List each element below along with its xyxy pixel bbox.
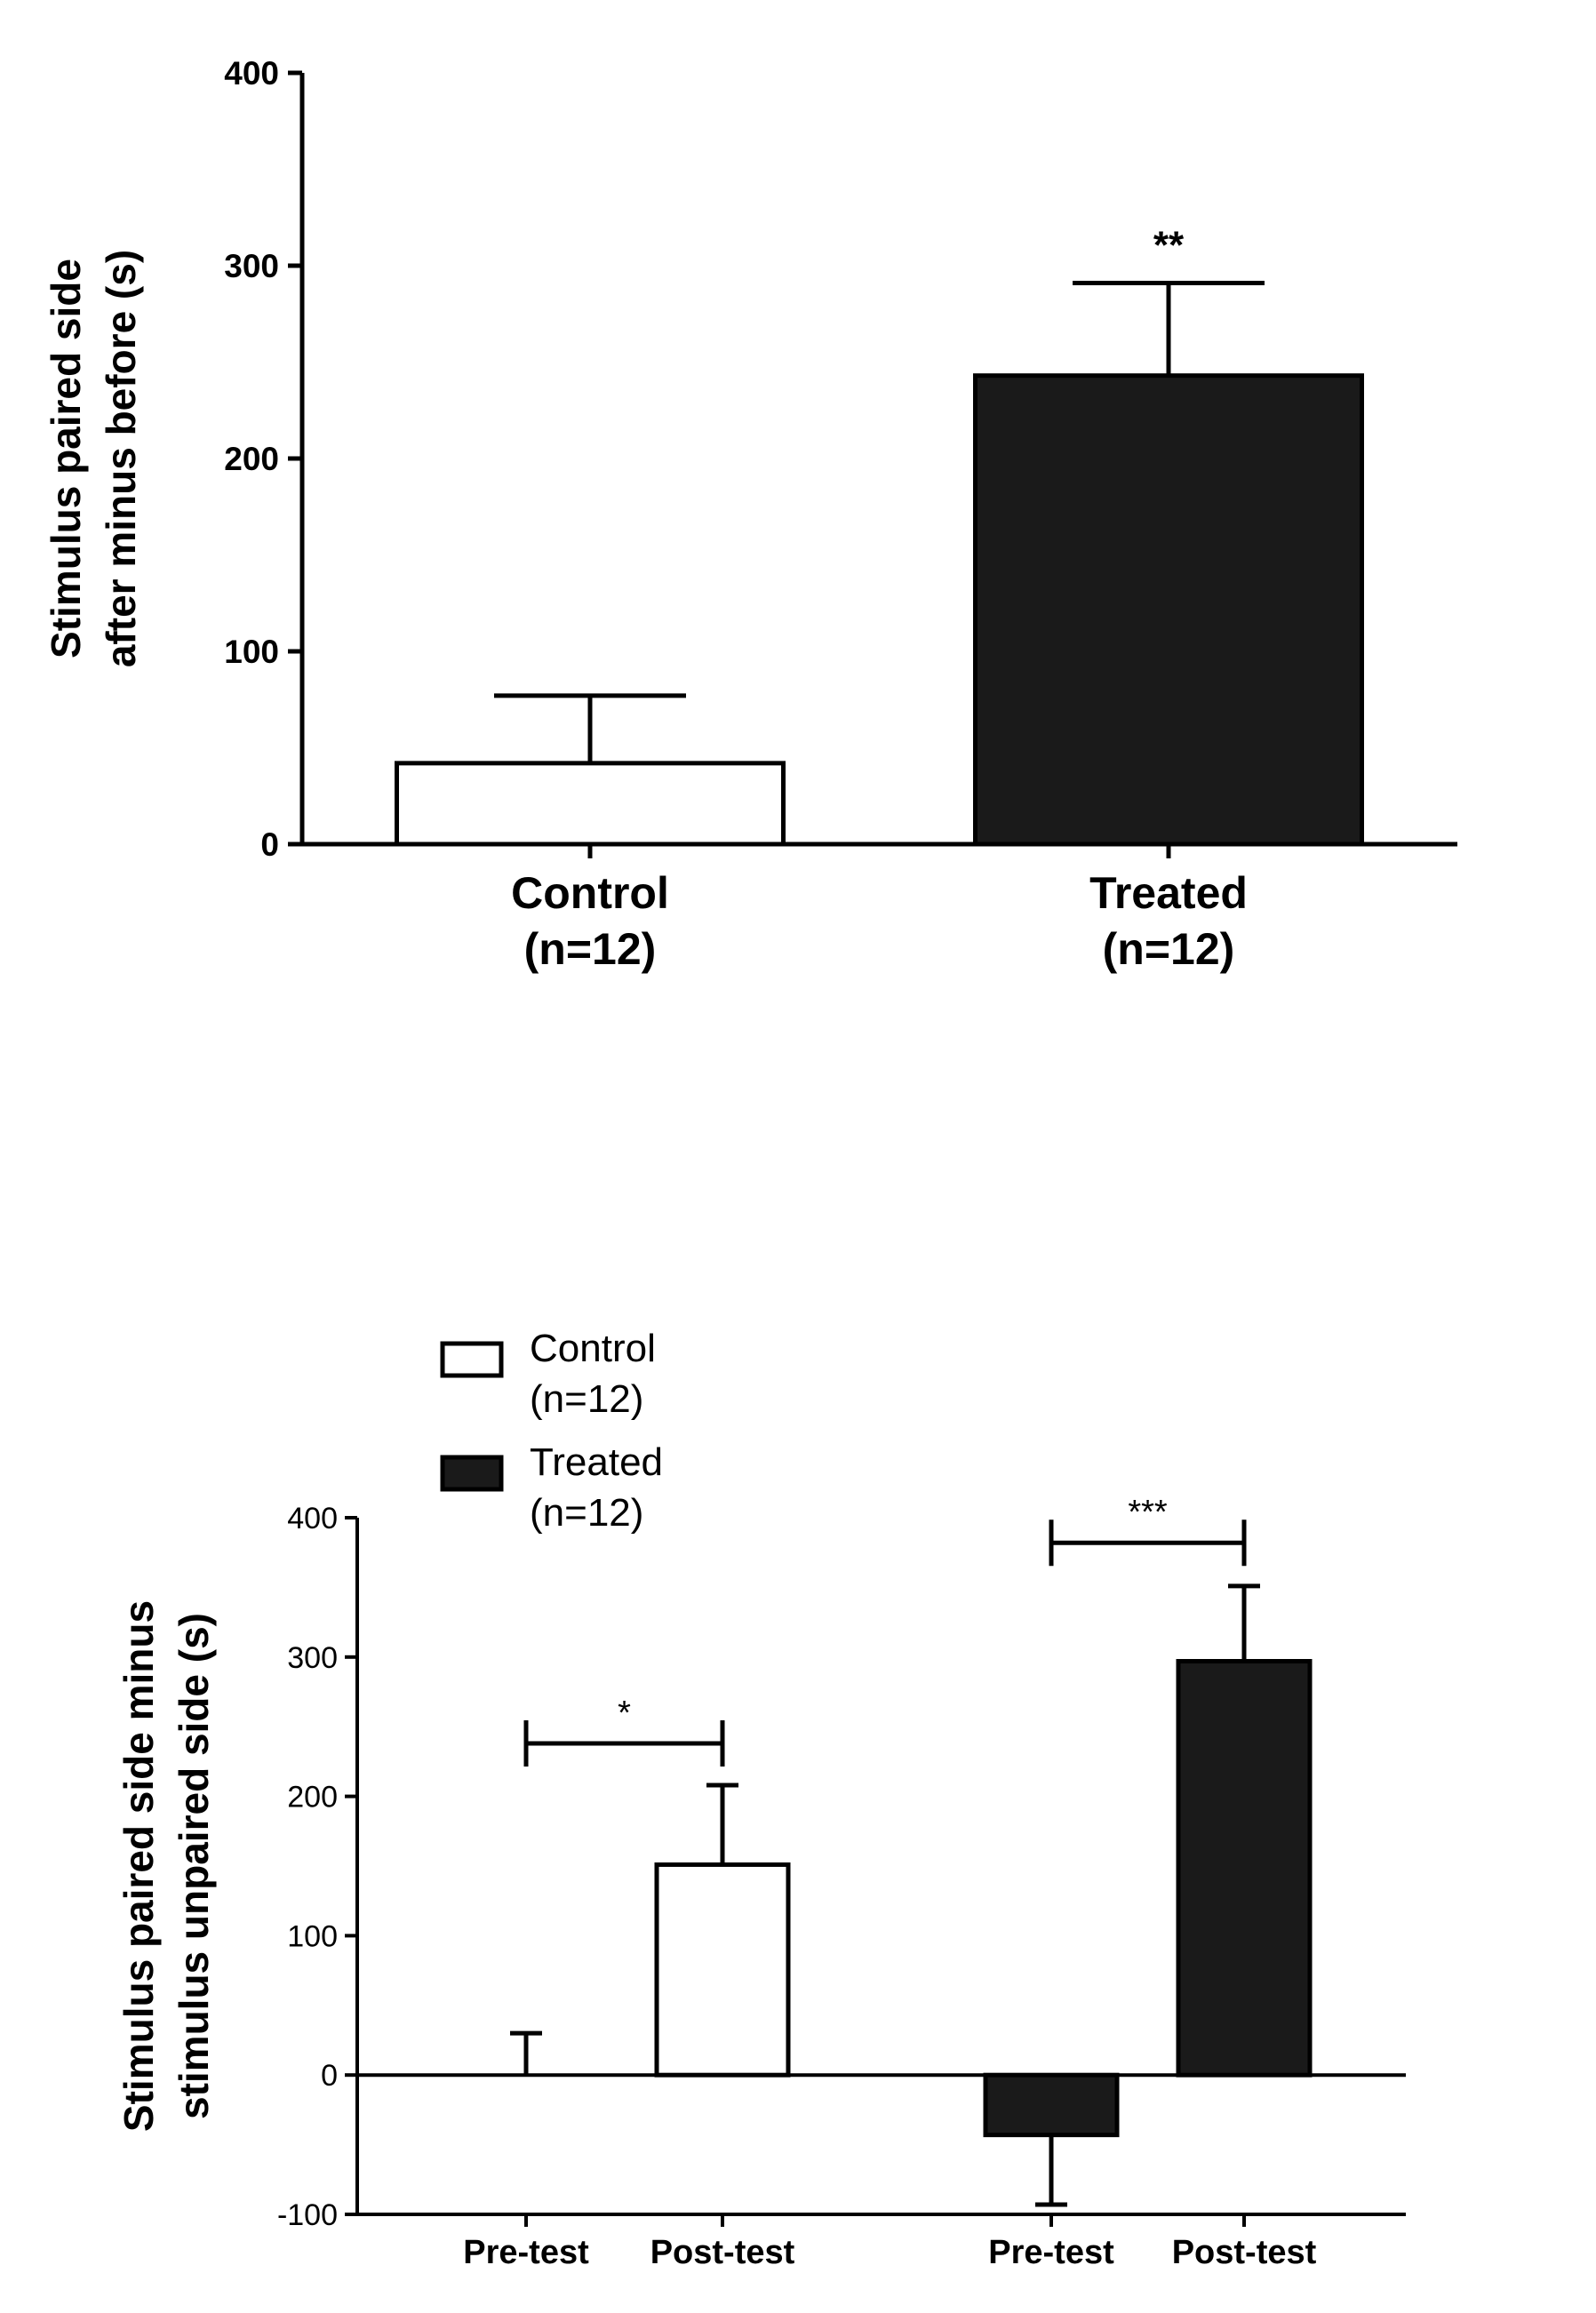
- legend-label: Control: [530, 1327, 656, 1370]
- y-tick-label: 300: [224, 248, 279, 284]
- significance-label: ***: [1128, 1494, 1168, 1531]
- bar: [983, 2072, 1120, 2138]
- chart-2: -100 0 100 200 300 400 Stimulus paired side mi…: [116, 1327, 1406, 2271]
- x-tick-label: Control: [511, 868, 669, 918]
- x-tick-label: (n=12): [1103, 924, 1235, 974]
- significance-label: **: [1153, 224, 1185, 267]
- y-tick-label: 300: [287, 1641, 338, 1675]
- chart-1: 0 100 200 300 400 Stimulus paired side after m…: [43, 55, 1457, 974]
- x-tick-label: Pre-test: [463, 2234, 589, 2271]
- y-axis-label: Stimulus paired side minus: [116, 1600, 162, 2132]
- legend-swatch: [440, 1455, 504, 1492]
- y-tick-label: 100: [224, 634, 279, 670]
- bar: [654, 1862, 791, 2078]
- x-tick-label: (n=12): [524, 924, 657, 974]
- y-axis-label: after minus before (s): [98, 250, 144, 667]
- legend-label: (n=12): [530, 1491, 643, 1535]
- x-tick-label: Treated: [1089, 868, 1248, 918]
- y-tick-label: 400: [287, 1502, 338, 1535]
- y-tick-label: -100: [277, 2198, 338, 2232]
- bar: [973, 373, 1364, 847]
- significance-label: *: [618, 1695, 631, 1732]
- bar: [395, 761, 786, 847]
- y-tick-label: 0: [260, 826, 279, 863]
- y-tick-label: 0: [321, 2059, 338, 2093]
- y-tick-label: 200: [224, 441, 279, 477]
- x-tick-label: Post-test: [650, 2234, 795, 2271]
- y-tick-label: 200: [287, 1781, 338, 1815]
- y-tick-label: 100: [287, 1919, 338, 1953]
- legend-label: Treated: [530, 1440, 663, 1484]
- legend-swatch: [440, 1341, 504, 1378]
- legend-label: (n=12): [530, 1377, 643, 1421]
- x-tick-label: Pre-test: [988, 2234, 1114, 2271]
- bar: [1176, 1659, 1313, 2078]
- y-axis-label: Stimulus paired side: [43, 259, 89, 658]
- y-axis-label: stimulus unpaired side (s): [171, 1613, 217, 2119]
- y-tick-label: 400: [224, 55, 279, 92]
- x-tick-label: Post-test: [1172, 2234, 1317, 2271]
